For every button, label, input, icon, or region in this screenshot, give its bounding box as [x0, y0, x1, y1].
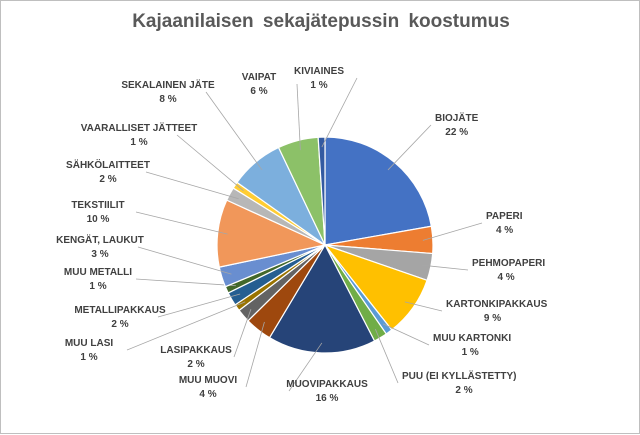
slice-value-label: 2 % [187, 359, 204, 370]
slice-value-label: 6 % [250, 86, 267, 97]
slice-value-label: 4 % [496, 225, 513, 236]
pie-slice [268, 243, 376, 354]
slice-value-label: 9 % [484, 313, 501, 324]
slice-label: KENGÄT, LAUKUT [56, 233, 144, 246]
slice-label: VAIPAT [242, 72, 276, 83]
slice-value-label: 1 % [130, 137, 147, 148]
slice-label: MUU MUOVI [179, 375, 238, 386]
slice-label: KARTONKIPAKKAUS [446, 299, 548, 310]
slice-label: MUU KARTONKI [433, 333, 511, 344]
slice-value-label: 3 % [91, 249, 108, 260]
leader-line [420, 264, 469, 271]
slice-label: VAARALLISET JÄTTEET [81, 121, 197, 134]
leader-line [288, 342, 323, 392]
slice-label: SEKALAINEN JÄTE [121, 78, 215, 91]
leader-line [157, 293, 241, 318]
slice-value-label: 4 % [199, 389, 216, 400]
slice-value-label: 4 % [497, 272, 514, 283]
leader-line [422, 222, 483, 241]
leader-line [321, 77, 358, 148]
slice-label: MUU METALLI [64, 267, 132, 278]
slice-label: KIVIAINES [294, 66, 344, 77]
slice-label: SÄHKÖLAITTEET [66, 158, 150, 171]
leader-line [245, 321, 265, 388]
slice-value-label: 1 % [310, 80, 327, 91]
slice-value-label: 16 % [316, 393, 339, 404]
slice-value-label: 22 % [445, 127, 468, 138]
slice-value-label: 2 % [455, 385, 472, 396]
slice-label: LASIPAKKAUS [160, 345, 232, 356]
leader-line [205, 91, 263, 171]
slice-label: BIOJÄTE [435, 111, 479, 124]
leader-line [387, 124, 432, 171]
slice-value-label: 1 % [462, 347, 479, 358]
slice-label: METALLIPAKKAUS [74, 305, 166, 316]
slice-label: MUOVIPAKKAUS [286, 379, 368, 390]
pie-slice [317, 136, 326, 246]
leader-line [296, 83, 301, 151]
chart-title: Kajaanilaisen sekajätepussin koostumus [132, 11, 510, 32]
leader-line [145, 171, 239, 200]
slice-value-label: 2 % [111, 319, 128, 330]
leader-line [135, 278, 236, 287]
slice-label: PAPERI [486, 211, 523, 222]
leader-line [135, 211, 228, 235]
slice-label: TEKSTIILIT [71, 200, 124, 211]
slice-label: PEHMOPAPERI [472, 258, 545, 269]
slice-label: PUU (EI KYLLÄSTETTY) [402, 369, 516, 382]
leader-line [137, 246, 232, 275]
leader-line [126, 301, 246, 351]
slice-value-label: 1 % [80, 352, 97, 363]
slice-value-label: 1 % [89, 281, 106, 292]
leader-line [176, 134, 244, 192]
leader-line [404, 301, 443, 312]
slice-value-label: 10 % [87, 214, 110, 225]
slice-value-label: 2 % [99, 174, 116, 185]
leader-line [233, 309, 252, 358]
leader-line [374, 328, 399, 384]
pie-slice [324, 136, 433, 246]
slice-value-label: 8 % [159, 94, 176, 105]
slice-label: MUU LASI [65, 338, 114, 349]
leader-line [382, 323, 430, 346]
